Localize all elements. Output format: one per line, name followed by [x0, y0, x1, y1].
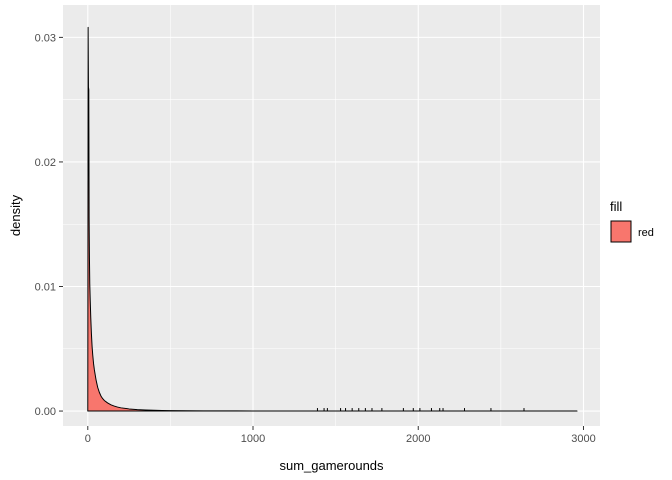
- y-tick-label: 0.03: [35, 32, 56, 44]
- x-axis-title: sum_gamerounds: [279, 458, 384, 473]
- x-tick-label: 0: [85, 433, 91, 445]
- legend: fill red: [610, 199, 654, 243]
- minor-gridlines: [63, 5, 600, 426]
- density-series: [87, 26, 578, 412]
- y-tick-label: 0.01: [35, 281, 56, 293]
- x-tick-label: 2000: [406, 433, 430, 445]
- y-axis-title: density: [8, 194, 23, 236]
- plot-panel: [63, 5, 600, 426]
- y-tick-label: 0.00: [35, 406, 56, 418]
- x-tick-label: 3000: [571, 433, 595, 445]
- y-tick-label: 0.02: [35, 157, 56, 169]
- axis-ticks: 0 1000 2000 3000 0.00 0.01 0.02 0.03: [35, 32, 596, 445]
- legend-label-red: red: [638, 227, 654, 239]
- x-tick-label: 1000: [241, 433, 265, 445]
- legend-key-red: [610, 220, 632, 243]
- legend-title: fill: [610, 199, 622, 214]
